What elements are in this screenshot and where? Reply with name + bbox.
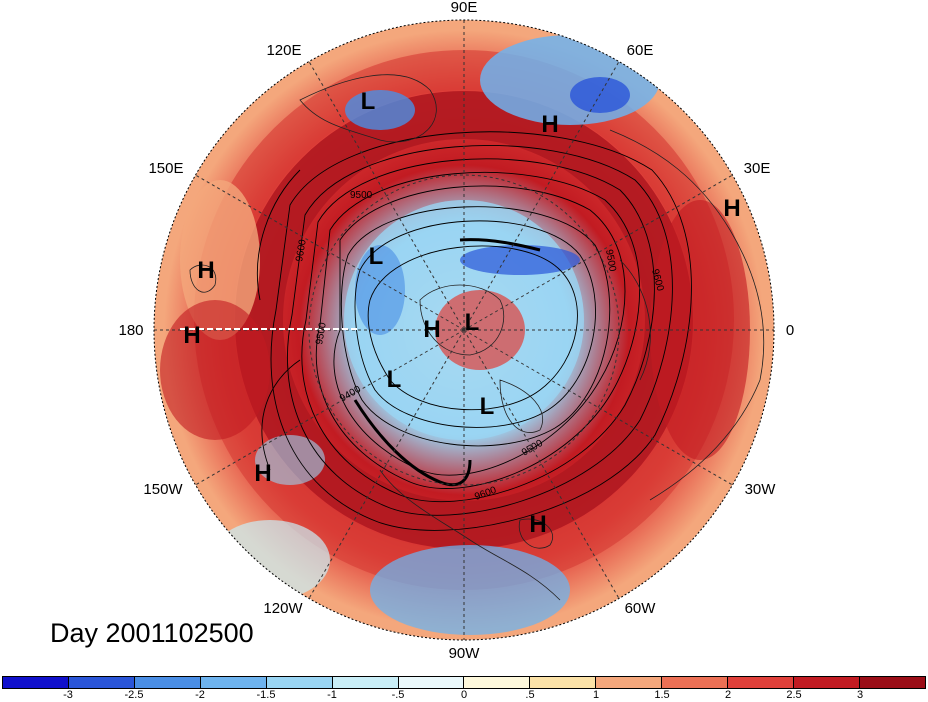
lon-label-150e: 150E [148, 160, 183, 177]
lon-label-90e: 90E [451, 0, 478, 16]
lon-label-180: 180 [118, 322, 143, 339]
colorbar-tick-label: 0 [460, 689, 468, 701]
colorbar-tick-label: 3 [856, 689, 864, 701]
colorbar-tick-label: -.5 [391, 689, 405, 701]
high-center-label: H [723, 195, 740, 222]
pressure-centers: L H H H H L H L L L H H [183, 88, 740, 538]
colorbar-tick-label: -1.5 [256, 689, 276, 701]
colorbar-box [68, 677, 135, 688]
coastlines [189, 74, 765, 601]
colorbar-box [464, 677, 531, 688]
contour-label: 9600 [294, 238, 309, 262]
lon-label-30w: 30W [745, 481, 777, 498]
lon-label-60e: 60E [627, 42, 654, 59]
colorbar-tick-label: 2 [724, 689, 732, 701]
colorbar-box [266, 677, 333, 688]
colorbar-tick-label: -2.5 [124, 689, 144, 701]
contour-label: 9500 [314, 321, 329, 345]
colorbar-tick-label: -3 [63, 689, 73, 701]
low-center-label: L [480, 393, 495, 420]
lon-label-30e: 30E [744, 160, 771, 177]
colorbar-box [398, 677, 465, 688]
colorbar-tick-label: -2 [195, 689, 205, 701]
lon-label-0: 0 [786, 322, 794, 339]
colorbar-box [596, 677, 663, 688]
high-center-label: H [197, 257, 214, 284]
colorbar-box [859, 677, 925, 688]
high-center-label: H [183, 322, 200, 349]
colorbar-tick-label: 2.5 [786, 689, 802, 701]
low-center-label: L [361, 88, 376, 115]
colorbar-tick-label: .5 [525, 689, 535, 701]
colorbar-box [332, 677, 399, 688]
colorbar [2, 676, 926, 689]
high-center-label: H [254, 460, 271, 487]
contour-label: 9500 [350, 190, 373, 201]
colorbar-ticks: -3 -2.5 -2 -1.5 -1 -.5 0 .5 1 1.5 2 2.5 3 [2, 689, 926, 702]
colorbar-box [530, 677, 597, 688]
colorbar-box [662, 677, 729, 688]
low-center-label: L [369, 243, 384, 270]
colorbar-tick-label: 1.5 [654, 689, 670, 701]
longitude-labels: 90E 60E 30E 0 30W 60W 90W 120W 150W 180 … [118, 0, 794, 662]
colorbar-box [728, 677, 795, 688]
lon-label-150w: 150W [143, 481, 183, 498]
height-contours [256, 131, 692, 531]
colorbar-box [200, 677, 267, 688]
colorbar-tick-label: 1 [592, 689, 600, 701]
low-center-label: L [387, 366, 402, 393]
contour-label: 9500 [603, 249, 618, 273]
colorbar-box [134, 677, 201, 688]
map-boundary [153, 19, 775, 641]
colorbar-box [3, 677, 69, 688]
high-center-label: H [529, 511, 546, 538]
map-title: Day 2001102500 [50, 618, 254, 648]
lon-label-60w: 60W [625, 600, 657, 617]
lon-label-90w: 90W [449, 645, 481, 662]
high-center-label: H [423, 316, 440, 343]
high-center-label: H [541, 111, 558, 138]
lon-label-120w: 120W [263, 600, 303, 617]
colorbar-tick-label: -1 [327, 689, 337, 701]
low-center-label: L [465, 309, 480, 336]
lon-label-120e: 120E [266, 42, 301, 59]
colorbar-box [794, 677, 860, 688]
